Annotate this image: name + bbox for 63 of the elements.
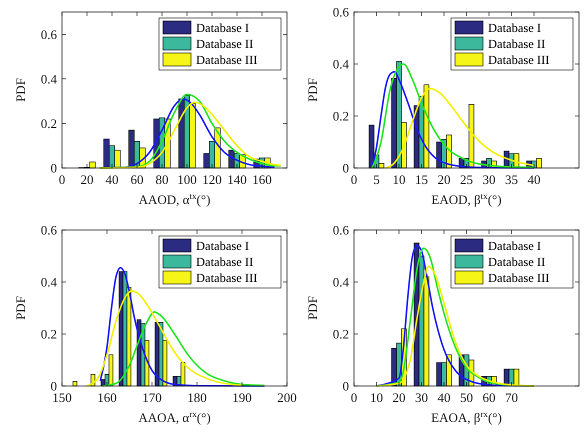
x-tick-label: 160 <box>97 390 117 405</box>
x-tick-label: 40 <box>438 390 450 405</box>
x-tick-label: 190 <box>232 390 252 405</box>
x-tick-label: 70 <box>505 390 518 405</box>
y-tick-label: 0.2 <box>40 116 57 131</box>
x-tick-label: 40 <box>106 172 118 187</box>
y-tick-label: 0 <box>342 378 349 394</box>
legend-label: Database II <box>196 37 254 51</box>
x-tick-label: 50 <box>460 390 473 405</box>
x-tick-label: 140 <box>227 172 247 187</box>
legend-label: Database I <box>488 21 542 35</box>
legend-label: Database I <box>196 21 250 35</box>
y-axis-title: PDF <box>13 296 28 320</box>
x-tick-label: 20 <box>392 390 406 405</box>
y-tick-label: 0.2 <box>40 326 57 342</box>
y-tick-label: 0.6 <box>40 26 58 42</box>
y-tick-label: 0.4 <box>40 274 58 290</box>
x-axis-title: EAOD, β$^{tx}$(°) <box>431 191 502 207</box>
x-tick-label: 35 <box>505 172 518 187</box>
legend-label: Database I <box>488 239 542 253</box>
y-tick-label: 0.6 <box>40 222 58 238</box>
x-tick-label: 120 <box>202 172 222 187</box>
y-tick-label: 0 <box>50 160 57 176</box>
y-tick-label: 0 <box>342 160 349 176</box>
x-tick-label: 30 <box>482 172 496 187</box>
x-tick-label: 180 <box>187 390 207 405</box>
y-tick-label: 0.2 <box>332 326 349 342</box>
x-tick-label: 10 <box>370 390 383 405</box>
x-tick-label: 15 <box>415 172 428 187</box>
y-axis-title: PDF <box>305 296 320 320</box>
legend-label: Database I <box>196 239 250 253</box>
x-axis-title: EAOA, β$^{rx}$(°) <box>431 409 502 425</box>
legend-label: Database II <box>196 255 254 269</box>
x-tick-label: 60 <box>130 172 144 187</box>
y-tick-label: 0.4 <box>40 71 58 86</box>
x-tick-label: 5 <box>373 172 380 187</box>
legend-label: Database III <box>196 53 258 67</box>
legend-label: Database II <box>488 255 546 269</box>
x-tick-label: 160 <box>252 172 272 187</box>
x-tick-label: 10 <box>392 172 406 187</box>
x-tick-label: 200 <box>277 390 297 405</box>
y-axis-title: PDF <box>305 78 320 102</box>
legend-label: Database III <box>488 53 550 67</box>
x-tick-label: 30 <box>415 390 428 405</box>
x-axis-title: AAOD, α$^{tx}$(°) <box>138 191 210 207</box>
x-tick-label: 100 <box>177 172 197 187</box>
legend-label: Database II <box>488 37 546 51</box>
x-tick-label: 25 <box>460 172 473 187</box>
legend-label: Database III <box>196 271 258 285</box>
y-axis-title: PDF <box>13 78 28 102</box>
x-tick-label: 40 <box>528 172 540 187</box>
x-tick-label: 20 <box>80 172 94 187</box>
x-tick-label: 170 <box>142 390 162 405</box>
y-tick-label: 0.4 <box>332 56 350 72</box>
x-tick-label: 60 <box>482 390 496 405</box>
x-axis-title: AAOA, α$^{rx}$(°) <box>138 409 211 425</box>
legend-label: Database III <box>488 271 550 285</box>
x-tick-label: 20 <box>438 172 450 187</box>
y-tick-label: 0.6 <box>332 222 350 238</box>
y-tick-label: 0.4 <box>332 274 350 290</box>
y-tick-label: 0.2 <box>332 108 349 124</box>
x-tick-label: 80 <box>156 172 168 187</box>
y-tick-label: 0.6 <box>332 4 350 20</box>
